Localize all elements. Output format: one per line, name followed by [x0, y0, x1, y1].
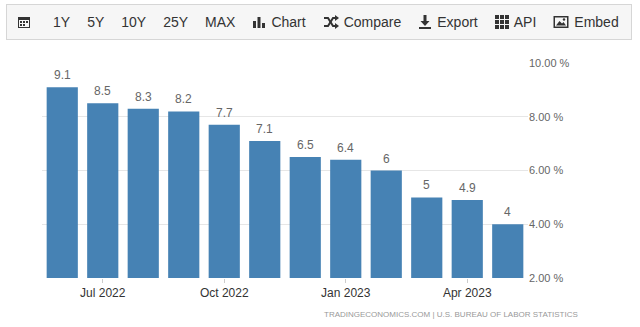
- svg-text:7.1: 7.1: [256, 122, 273, 136]
- svg-text:8.5: 8.5: [94, 84, 111, 98]
- svg-text:4.9: 4.9: [459, 181, 476, 195]
- svg-text:4.00 %: 4.00 %: [529, 218, 563, 230]
- svg-text:10.00 %: 10.00 %: [529, 57, 570, 69]
- svg-text:8.00 %: 8.00 %: [529, 111, 563, 123]
- svg-text:6.5: 6.5: [297, 138, 314, 152]
- svg-text:9.1: 9.1: [54, 68, 71, 82]
- svg-text:TRADINGECONOMICS.COM | U.S. BU: TRADINGECONOMICS.COM | U.S. BUREAU OF LA…: [324, 310, 578, 319]
- html-text:5Y: 5Y: [87, 14, 105, 30]
- svg-text:Jan 2023: Jan 2023: [321, 286, 371, 300]
- svg-text:8.3: 8.3: [135, 90, 152, 104]
- html-text:Chart: Chart: [271, 14, 306, 30]
- html-text:25Y: 25Y: [163, 14, 189, 30]
- html-text:API: API: [513, 14, 537, 30]
- svg-text:8.2: 8.2: [175, 92, 192, 106]
- html-text:MAX: MAX: [205, 14, 236, 30]
- svg-text:2.00 %: 2.00 %: [529, 272, 563, 284]
- html-text:Embed: Embed: [574, 14, 619, 30]
- svg-text:4: 4: [504, 205, 511, 219]
- svg-text:6: 6: [383, 152, 390, 166]
- html-text:10Y: 10Y: [121, 14, 147, 30]
- svg-text:Apr 2023: Apr 2023: [443, 286, 492, 300]
- svg-text:Oct 2022: Oct 2022: [200, 286, 249, 300]
- html-text:Export: Export: [437, 14, 478, 30]
- svg-text:5: 5: [423, 178, 430, 192]
- html-text:1Y: 1Y: [53, 14, 71, 30]
- svg-text:6.4: 6.4: [337, 141, 354, 155]
- svg-text:Jul 2022: Jul 2022: [80, 286, 126, 300]
- svg-text:7.7: 7.7: [216, 106, 233, 120]
- html-text:Compare: Compare: [343, 14, 402, 30]
- svg-text:6.00 %: 6.00 %: [529, 164, 563, 176]
